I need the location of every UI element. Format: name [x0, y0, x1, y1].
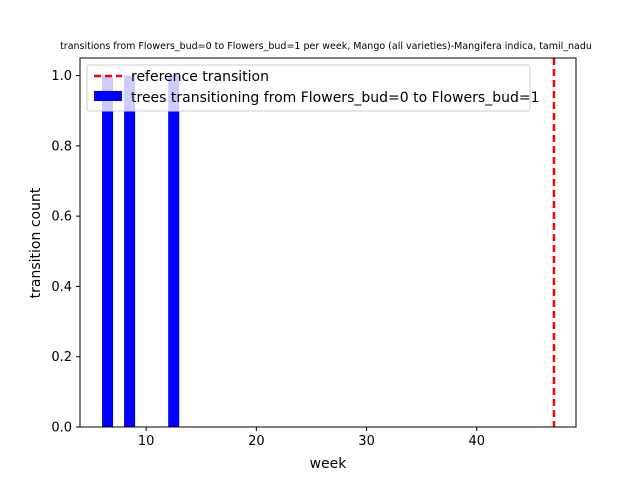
y-tick-label: 0.0: [51, 421, 72, 436]
x-tick-label: 10: [138, 434, 155, 449]
legend-swatch-bars: [94, 91, 122, 101]
chart-title: transitions from Flowers_bud=0 to Flower…: [60, 41, 592, 52]
x-tick-label: 20: [248, 434, 265, 449]
axes-frame: [79, 57, 577, 428]
x-tick-label: 30: [358, 434, 375, 449]
bar: [102, 75, 114, 428]
legend-label-bars: trees transitioning from Flowers_bud=0 t…: [131, 90, 540, 106]
bar: [124, 75, 136, 428]
bar: [168, 75, 180, 428]
y-tick-label: 1.0: [51, 69, 72, 84]
y-tick-label: 0.6: [51, 210, 72, 225]
plot-area: 10 20 30 40 0.0 0.2 0.4 0.6 0.8 1.0: [51, 57, 577, 449]
x-tick-label: 40: [469, 434, 486, 449]
legend-label-reference: reference transition: [131, 69, 269, 85]
y-tick-label: 0.2: [51, 350, 72, 365]
y-tick-label: 0.8: [51, 139, 72, 154]
y-axis-label: transition count: [28, 187, 44, 298]
legend: reference transition trees transitioning…: [86, 64, 540, 112]
x-axis-label: week: [310, 456, 348, 472]
y-tick-label: 0.4: [51, 280, 72, 295]
legend-box: [86, 64, 531, 112]
